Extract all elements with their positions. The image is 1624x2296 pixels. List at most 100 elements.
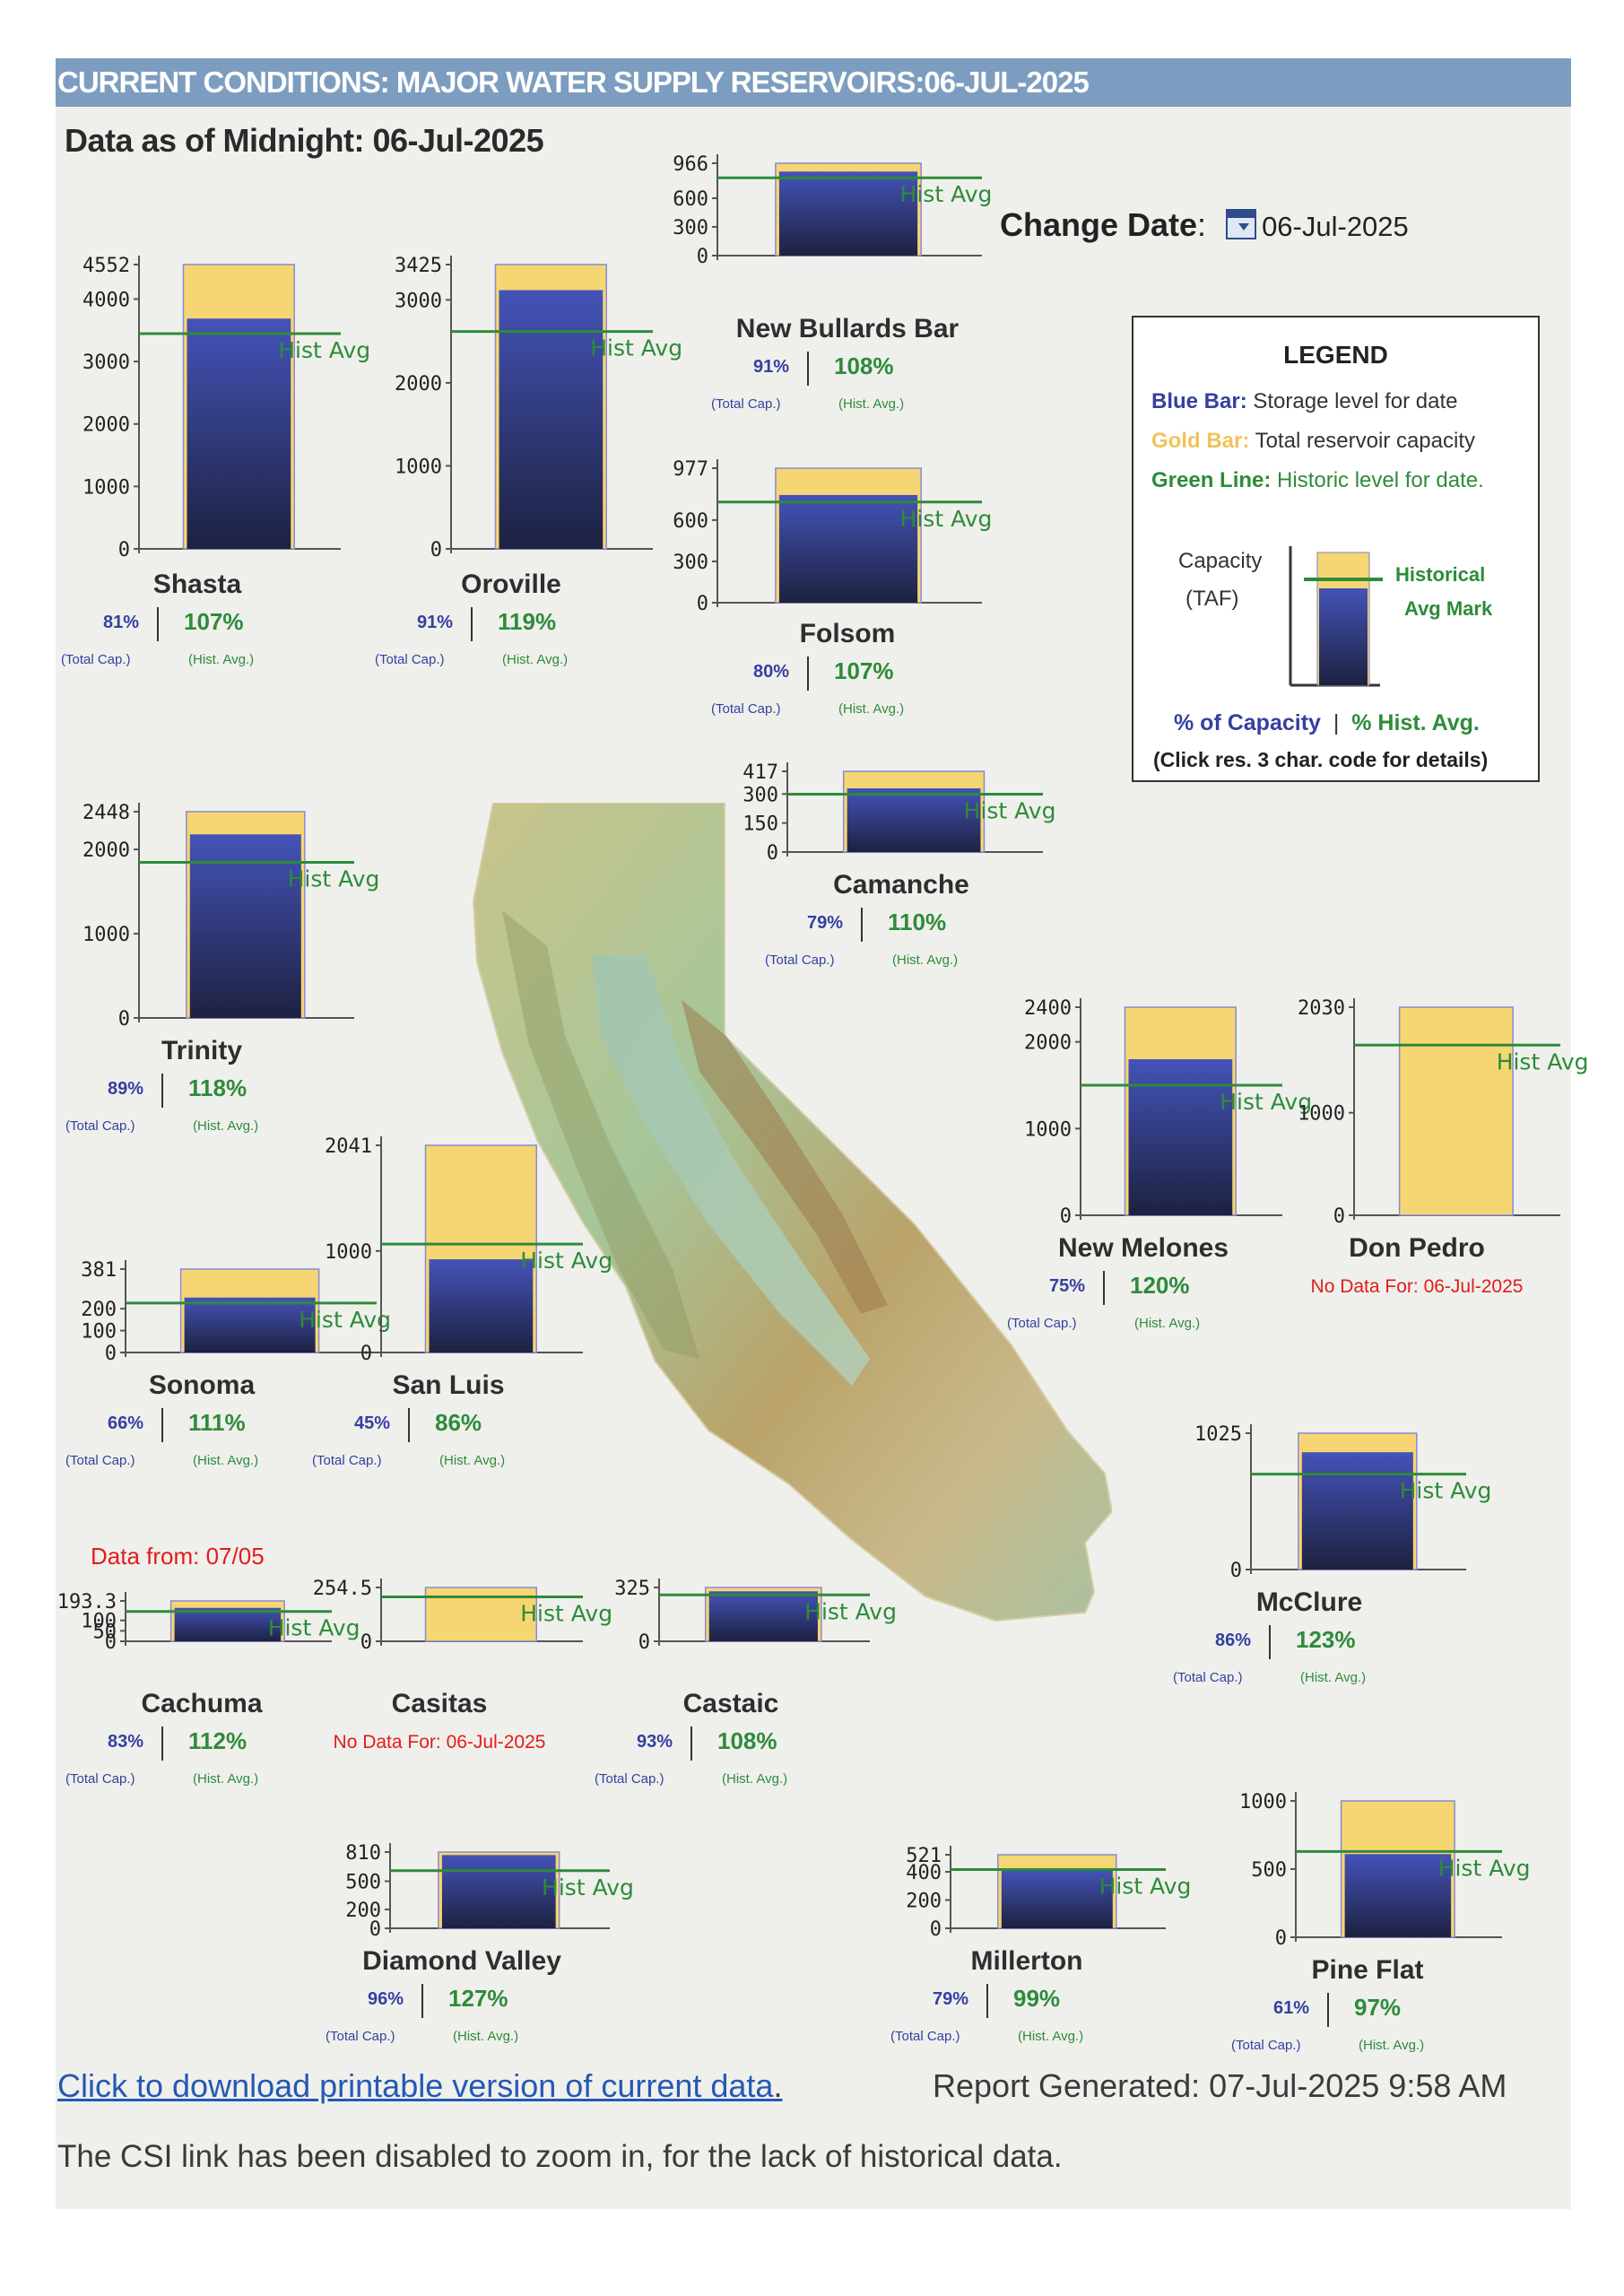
oroville-tick-label: 3000: [395, 290, 442, 312]
camanche-tick-label: 417: [743, 761, 778, 784]
calendar-icon[interactable]: [1226, 209, 1257, 239]
new-bullards-bar-name[interactable]: New Bullards Bar: [735, 314, 960, 344]
don-pedro-chart[interactable]: 0 1000 2030 Hist Avg: [1255, 989, 1589, 1228]
shasta-name[interactable]: Shasta: [152, 570, 242, 599]
coast-range: [502, 910, 699, 1359]
mcclure-chart[interactable]: 0 1025 Hist Avg: [1152, 1415, 1491, 1582]
cachuma-pct-capacity: 83%: [108, 1732, 144, 1752]
trinity-hist-avg-label: (Hist. Avg.): [193, 1118, 259, 1134]
oroville-total-cap-label: (Total Cap.): [375, 652, 445, 667]
trinity-pct-hist: 118%: [188, 1074, 248, 1101]
shasta-tick-label: 1000: [83, 476, 130, 499]
legend-green-label: Green Line:: [1151, 468, 1272, 492]
new-bullards-bar-pct-capacity: 91%: [753, 357, 790, 377]
castaic-chart[interactable]: 0 325 Hist Avg: [560, 1570, 897, 1654]
pine-flat-hist-avg-label: (Hist. Avg.): [1359, 2038, 1425, 2053]
millerton-name[interactable]: Millerton: [970, 1946, 1083, 1976]
change-date-control: Change Date: 06-Jul-2025: [1000, 206, 1409, 244]
san-luis-name[interactable]: San Luis: [392, 1370, 505, 1400]
san-luis-chart[interactable]: 0 1000 2041 Hist Avg: [282, 1127, 612, 1365]
new-melones-total-cap-label: (Total Cap.): [1007, 1316, 1077, 1331]
cachuma-storage-bar: [174, 1607, 282, 1641]
don-pedro-name[interactable]: Don Pedro: [1349, 1233, 1485, 1263]
shasta-hist-label: Hist Avg: [278, 337, 370, 363]
legend-pct-capacity: % of Capacity: [1174, 710, 1321, 735]
new-bullards-bar-chart[interactable]: 0 300 600 966 Hist Avg: [619, 145, 993, 268]
pine-flat-name[interactable]: Pine Flat: [1311, 1955, 1424, 1985]
trinity-storage-bar: [189, 834, 301, 1018]
sonoma-pct-separator: [161, 1408, 163, 1442]
pine-flat-chart[interactable]: 0 500 1000 Hist Avg: [1197, 1783, 1531, 1950]
casitas-name[interactable]: Casitas: [391, 1689, 488, 1718]
castaic-name[interactable]: Castaic: [682, 1689, 779, 1718]
change-date-colon: :: [1197, 206, 1207, 243]
diamond-valley-tick-label: 0: [369, 1918, 381, 1941]
folsom-tick-label: 0: [697, 593, 708, 615]
mcclure-name[interactable]: McClure: [1255, 1587, 1363, 1617]
oroville-name[interactable]: Oroville: [461, 570, 561, 599]
shasta-chart[interactable]: 0 1000 2000 3000 4000 4552 Hist Avg: [40, 247, 370, 561]
legend-gold-label: Gold Bar:: [1151, 429, 1250, 453]
don-pedro-no-data: No Data For: 06-Jul-2025: [1310, 1276, 1524, 1297]
diamond-valley-name[interactable]: Diamond Valley: [362, 1946, 561, 1976]
millerton-pct-capacity: 79%: [933, 1989, 969, 2009]
sonoma-tick-label: 100: [81, 1321, 117, 1344]
legend-pct-hist: % Hist. Avg.: [1351, 710, 1480, 735]
legend-box: LEGEND Blue Bar: Storage level for date …: [1132, 316, 1540, 782]
camanche-name[interactable]: Camanche: [833, 870, 969, 900]
sonoma-pct-hist: 111%: [188, 1409, 246, 1436]
camanche-tick-label: 0: [767, 842, 778, 865]
san-luis-hist-label: Hist Avg: [520, 1248, 612, 1274]
new-melones-chart[interactable]: 0 1000 2000 2400 Hist Avg: [982, 989, 1312, 1228]
new-melones-pct-hist: 120%: [1130, 1272, 1190, 1299]
folsom-tick-label: 300: [673, 552, 708, 574]
legend-pct-sep: |: [1333, 710, 1340, 735]
trinity-hist-label: Hist Avg: [288, 866, 380, 892]
camanche-tick-label: 150: [743, 813, 778, 836]
trinity-pct-capacity: 89%: [108, 1079, 144, 1099]
new-bullards-bar-total-cap-label: (Total Cap.): [711, 396, 781, 412]
casitas-chart[interactable]: 0 254.5 Hist Avg: [282, 1570, 612, 1654]
folsom-chart[interactable]: 0 300 600 977 Hist Avg: [619, 450, 992, 615]
cachuma-tick-label: 193.3: [57, 1591, 117, 1613]
new-bullards-bar-pct-separator: [807, 352, 809, 386]
trinity-chart[interactable]: 0 1000 2000 2448 Hist Avg: [40, 794, 379, 1031]
folsom-hist-avg-label: (Hist. Avg.): [838, 701, 905, 717]
legend-hist-mark-line1: Historical: [1395, 563, 1486, 586]
trinity-name[interactable]: Trinity: [161, 1036, 243, 1065]
casitas-no-data: No Data For: 06-Jul-2025: [333, 1732, 546, 1752]
cachuma-name[interactable]: Cachuma: [141, 1689, 263, 1718]
sonoma-tick-label: 381: [81, 1259, 117, 1282]
san-luis-pct-hist: 86%: [435, 1409, 482, 1436]
oroville-tick-label: 0: [430, 539, 442, 561]
millerton-tick-label: 0: [930, 1918, 942, 1941]
castaic-storage-bar: [708, 1591, 818, 1641]
mcclure-hist-label: Hist Avg: [1400, 1478, 1492, 1504]
download-link-text[interactable]: Click to download printable version of c…: [57, 2067, 774, 2104]
download-printable-link[interactable]: Click to download printable version of c…: [57, 2067, 782, 2105]
new-bullards-bar-hist-label: Hist Avg: [900, 181, 993, 207]
oroville-chart[interactable]: 0 1000 2000 3000 3425 Hist Avg: [352, 247, 682, 561]
castaic-hist-avg-label: (Hist. Avg.): [722, 1771, 788, 1787]
mcclure-storage-bar: [1301, 1452, 1413, 1570]
sonoma-name[interactable]: Sonoma: [148, 1370, 256, 1400]
camanche-tick-label: 300: [743, 784, 778, 806]
folsom-name[interactable]: Folsom: [799, 619, 896, 648]
shasta-tick-label: 2000: [83, 414, 130, 437]
change-date-value[interactable]: 06-Jul-2025: [1262, 211, 1409, 242]
millerton-pct-separator: [986, 1984, 988, 2018]
new-bullards-bar-tick-label: 0: [697, 246, 708, 268]
folsom-storage-bar: [778, 494, 918, 603]
mcclure-tick-label: 1025: [1194, 1423, 1242, 1446]
new-bullards-bar-storage-bar: [778, 171, 918, 256]
report-generated: Report Generated: 07-Jul-2025 9:58 AM: [933, 2067, 1507, 2104]
new-melones-name[interactable]: New Melones: [1057, 1233, 1229, 1263]
legend-blue-row: Blue Bar: Storage level for date: [1151, 389, 1458, 414]
sonoma-total-cap-label: (Total Cap.): [65, 1453, 135, 1468]
sonoma-storage-bar: [184, 1297, 316, 1352]
